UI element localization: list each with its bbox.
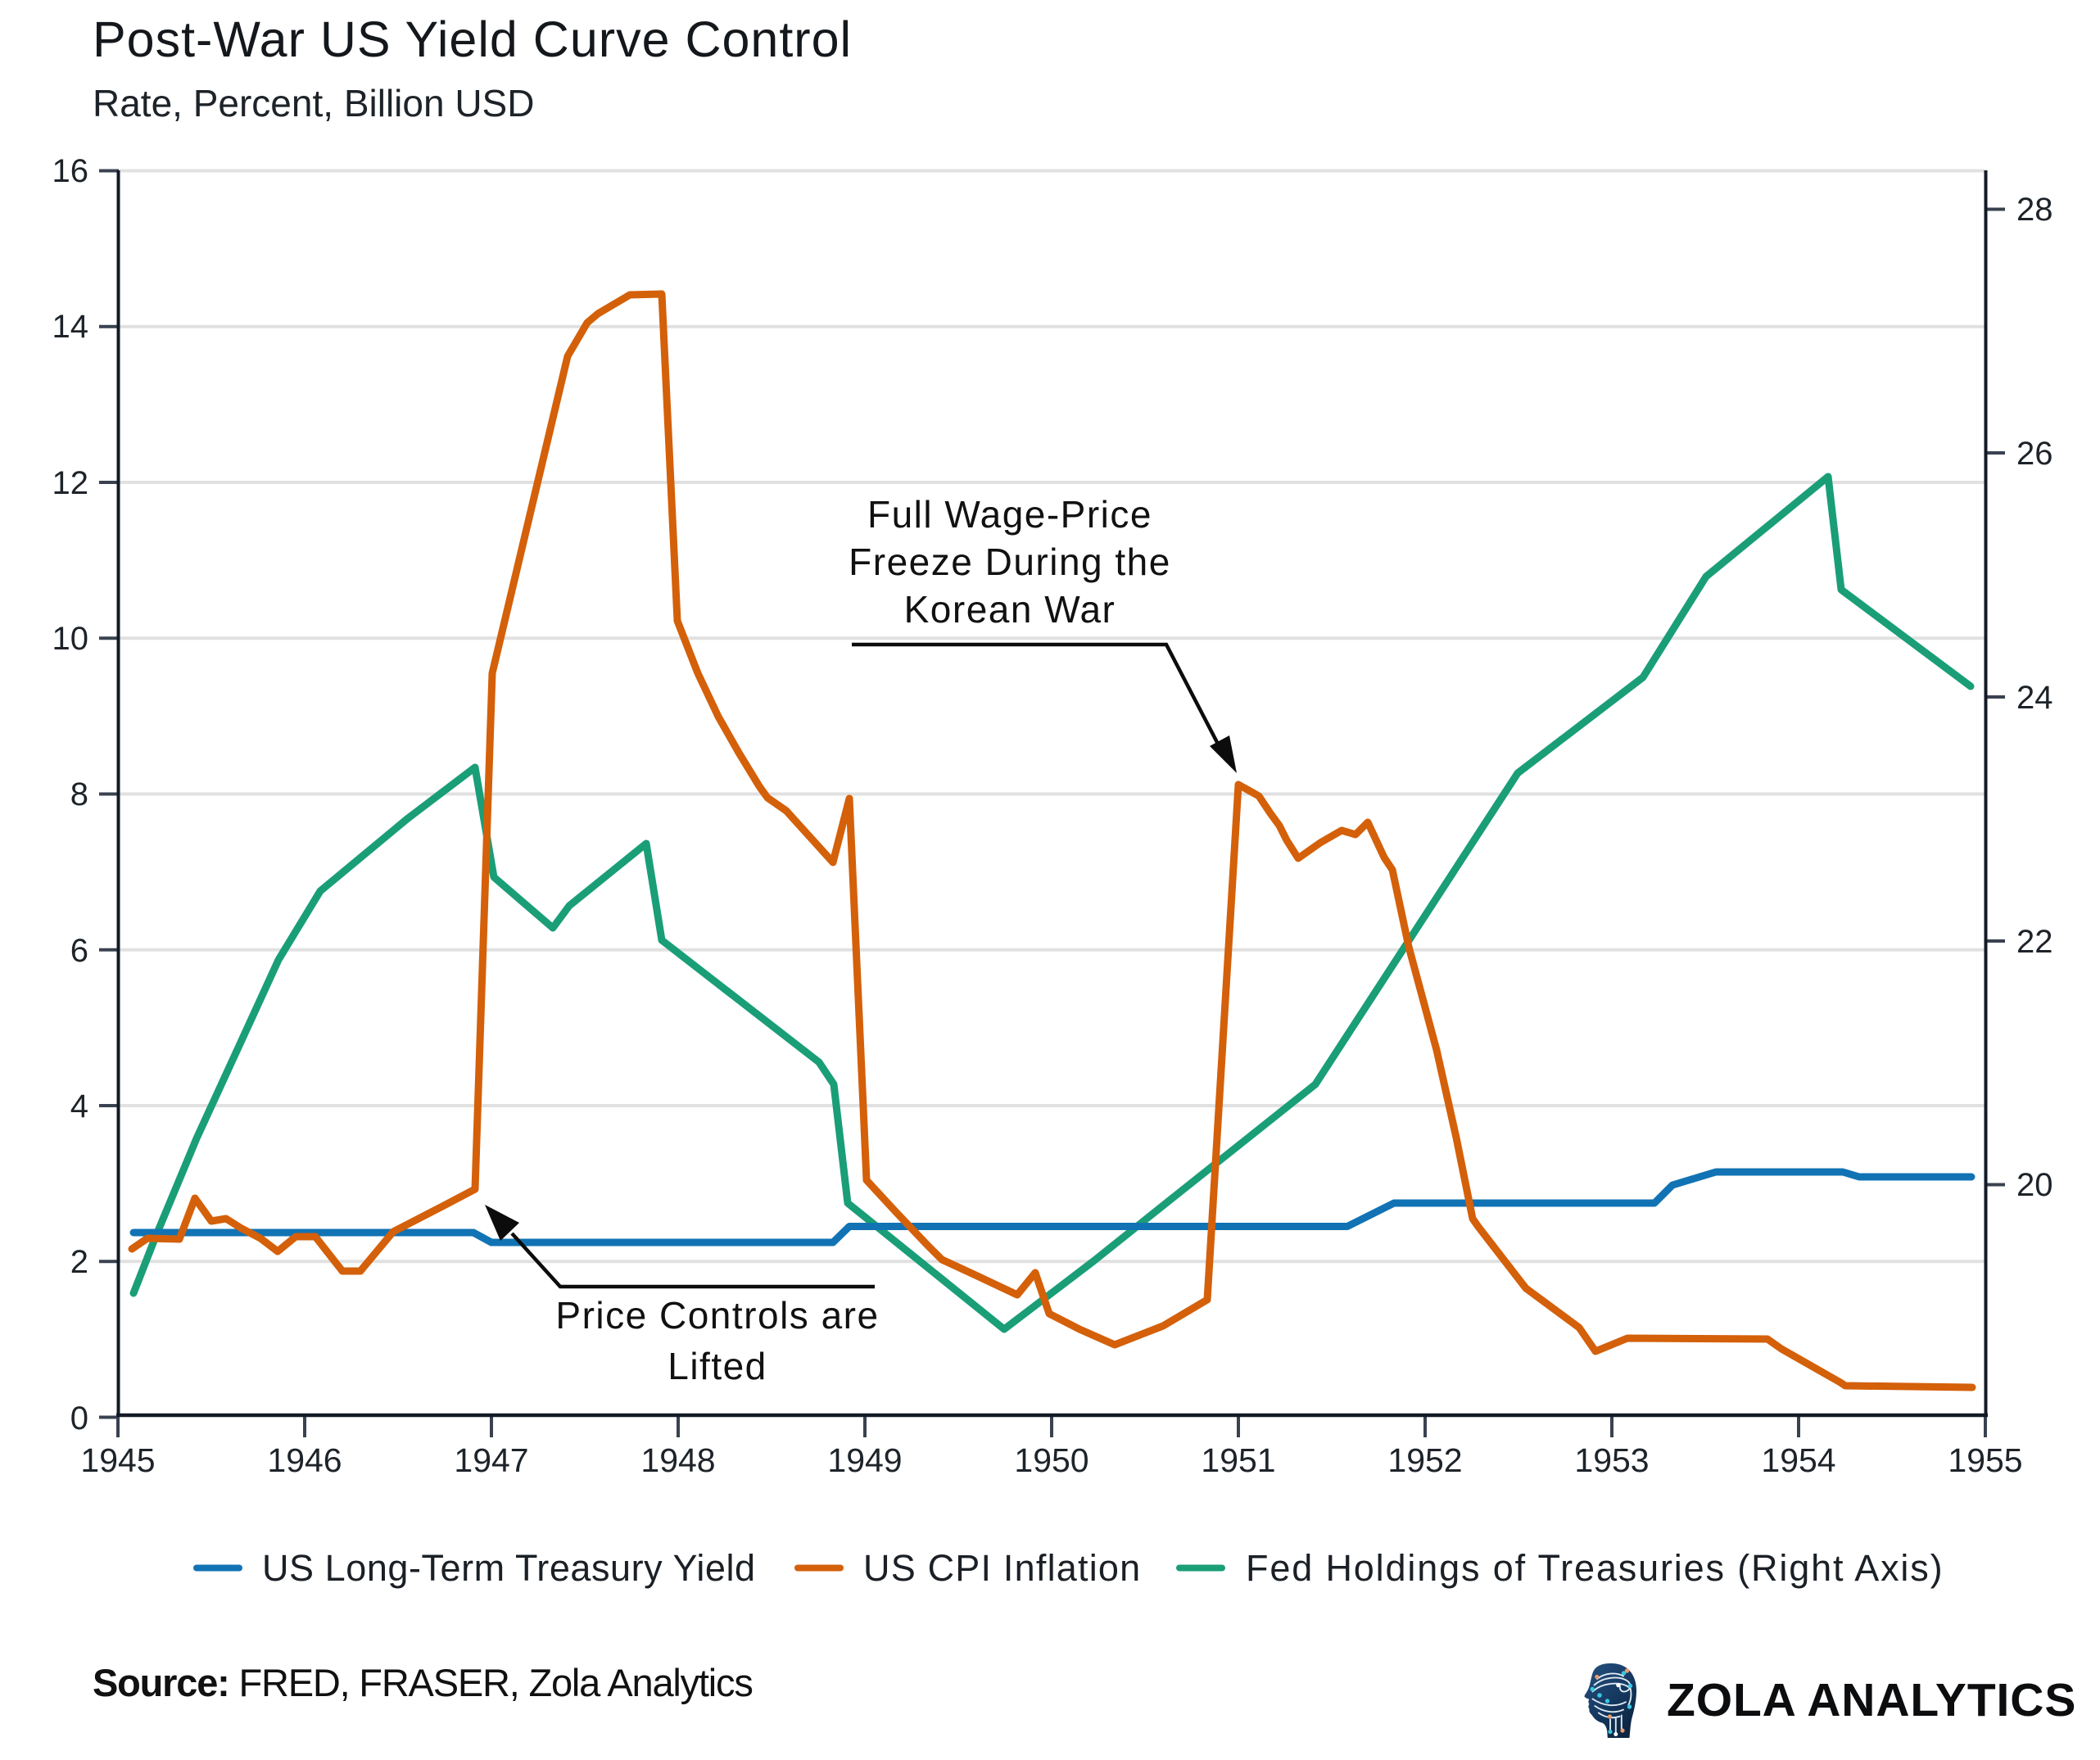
svg-text:1948: 1948 [640,1441,715,1479]
svg-text:1955: 1955 [1948,1441,2022,1479]
svg-text:1952: 1952 [1387,1441,1462,1479]
svg-text:Fed Holdings of Treasuries (Ri: Fed Holdings of Treasuries (Right Axis) [1246,1547,1944,1589]
svg-text:1949: 1949 [827,1441,902,1479]
svg-text:Price Controls are: Price Controls are [555,1294,879,1337]
svg-text:22: 22 [2016,924,2053,960]
svg-text:1951: 1951 [1201,1441,1275,1479]
svg-text:20: 20 [2016,1167,2053,1203]
svg-text:Korean War: Korean War [904,588,1116,631]
svg-text:28: 28 [2016,192,2053,228]
svg-text:1946: 1946 [267,1441,342,1479]
svg-text:Source: FRED, FRASER, Zola Ana: Source: FRED, FRASER, Zola Analytics [93,1661,753,1704]
svg-text:6: 6 [70,933,88,969]
svg-text:Freeze During the: Freeze During the [849,541,1171,583]
svg-text:Lifted: Lifted [668,1345,767,1387]
svg-text:12: 12 [52,465,89,501]
svg-text:1947: 1947 [454,1441,528,1479]
svg-text:1954: 1954 [1761,1441,1835,1479]
svg-text:8: 8 [70,776,88,812]
svg-text:Full Wage-Price: Full Wage-Price [867,493,1152,536]
svg-text:4: 4 [70,1088,88,1124]
svg-text:1945: 1945 [80,1441,155,1479]
svg-text:1950: 1950 [1014,1441,1088,1479]
svg-text:Post-War US Yield Curve Contro: Post-War US Yield Curve Control [93,11,852,67]
svg-text:2: 2 [70,1244,88,1280]
svg-text:0: 0 [70,1400,88,1437]
svg-text:US Long-Term Treasury Yield: US Long-Term Treasury Yield [262,1547,756,1589]
svg-text:16: 16 [52,153,89,189]
svg-text:14: 14 [52,309,89,345]
svg-text:US CPI Inflation: US CPI Inflation [863,1547,1141,1589]
svg-text:26: 26 [2016,436,2053,472]
svg-text:10: 10 [52,621,89,657]
svg-text:24: 24 [2016,680,2053,716]
svg-text:Rate, Percent, Billion USD: Rate, Percent, Billion USD [93,82,534,124]
svg-text:ZOLA ANALYTICS: ZOLA ANALYTICS [1667,1674,2076,1726]
svg-text:1953: 1953 [1574,1441,1649,1479]
